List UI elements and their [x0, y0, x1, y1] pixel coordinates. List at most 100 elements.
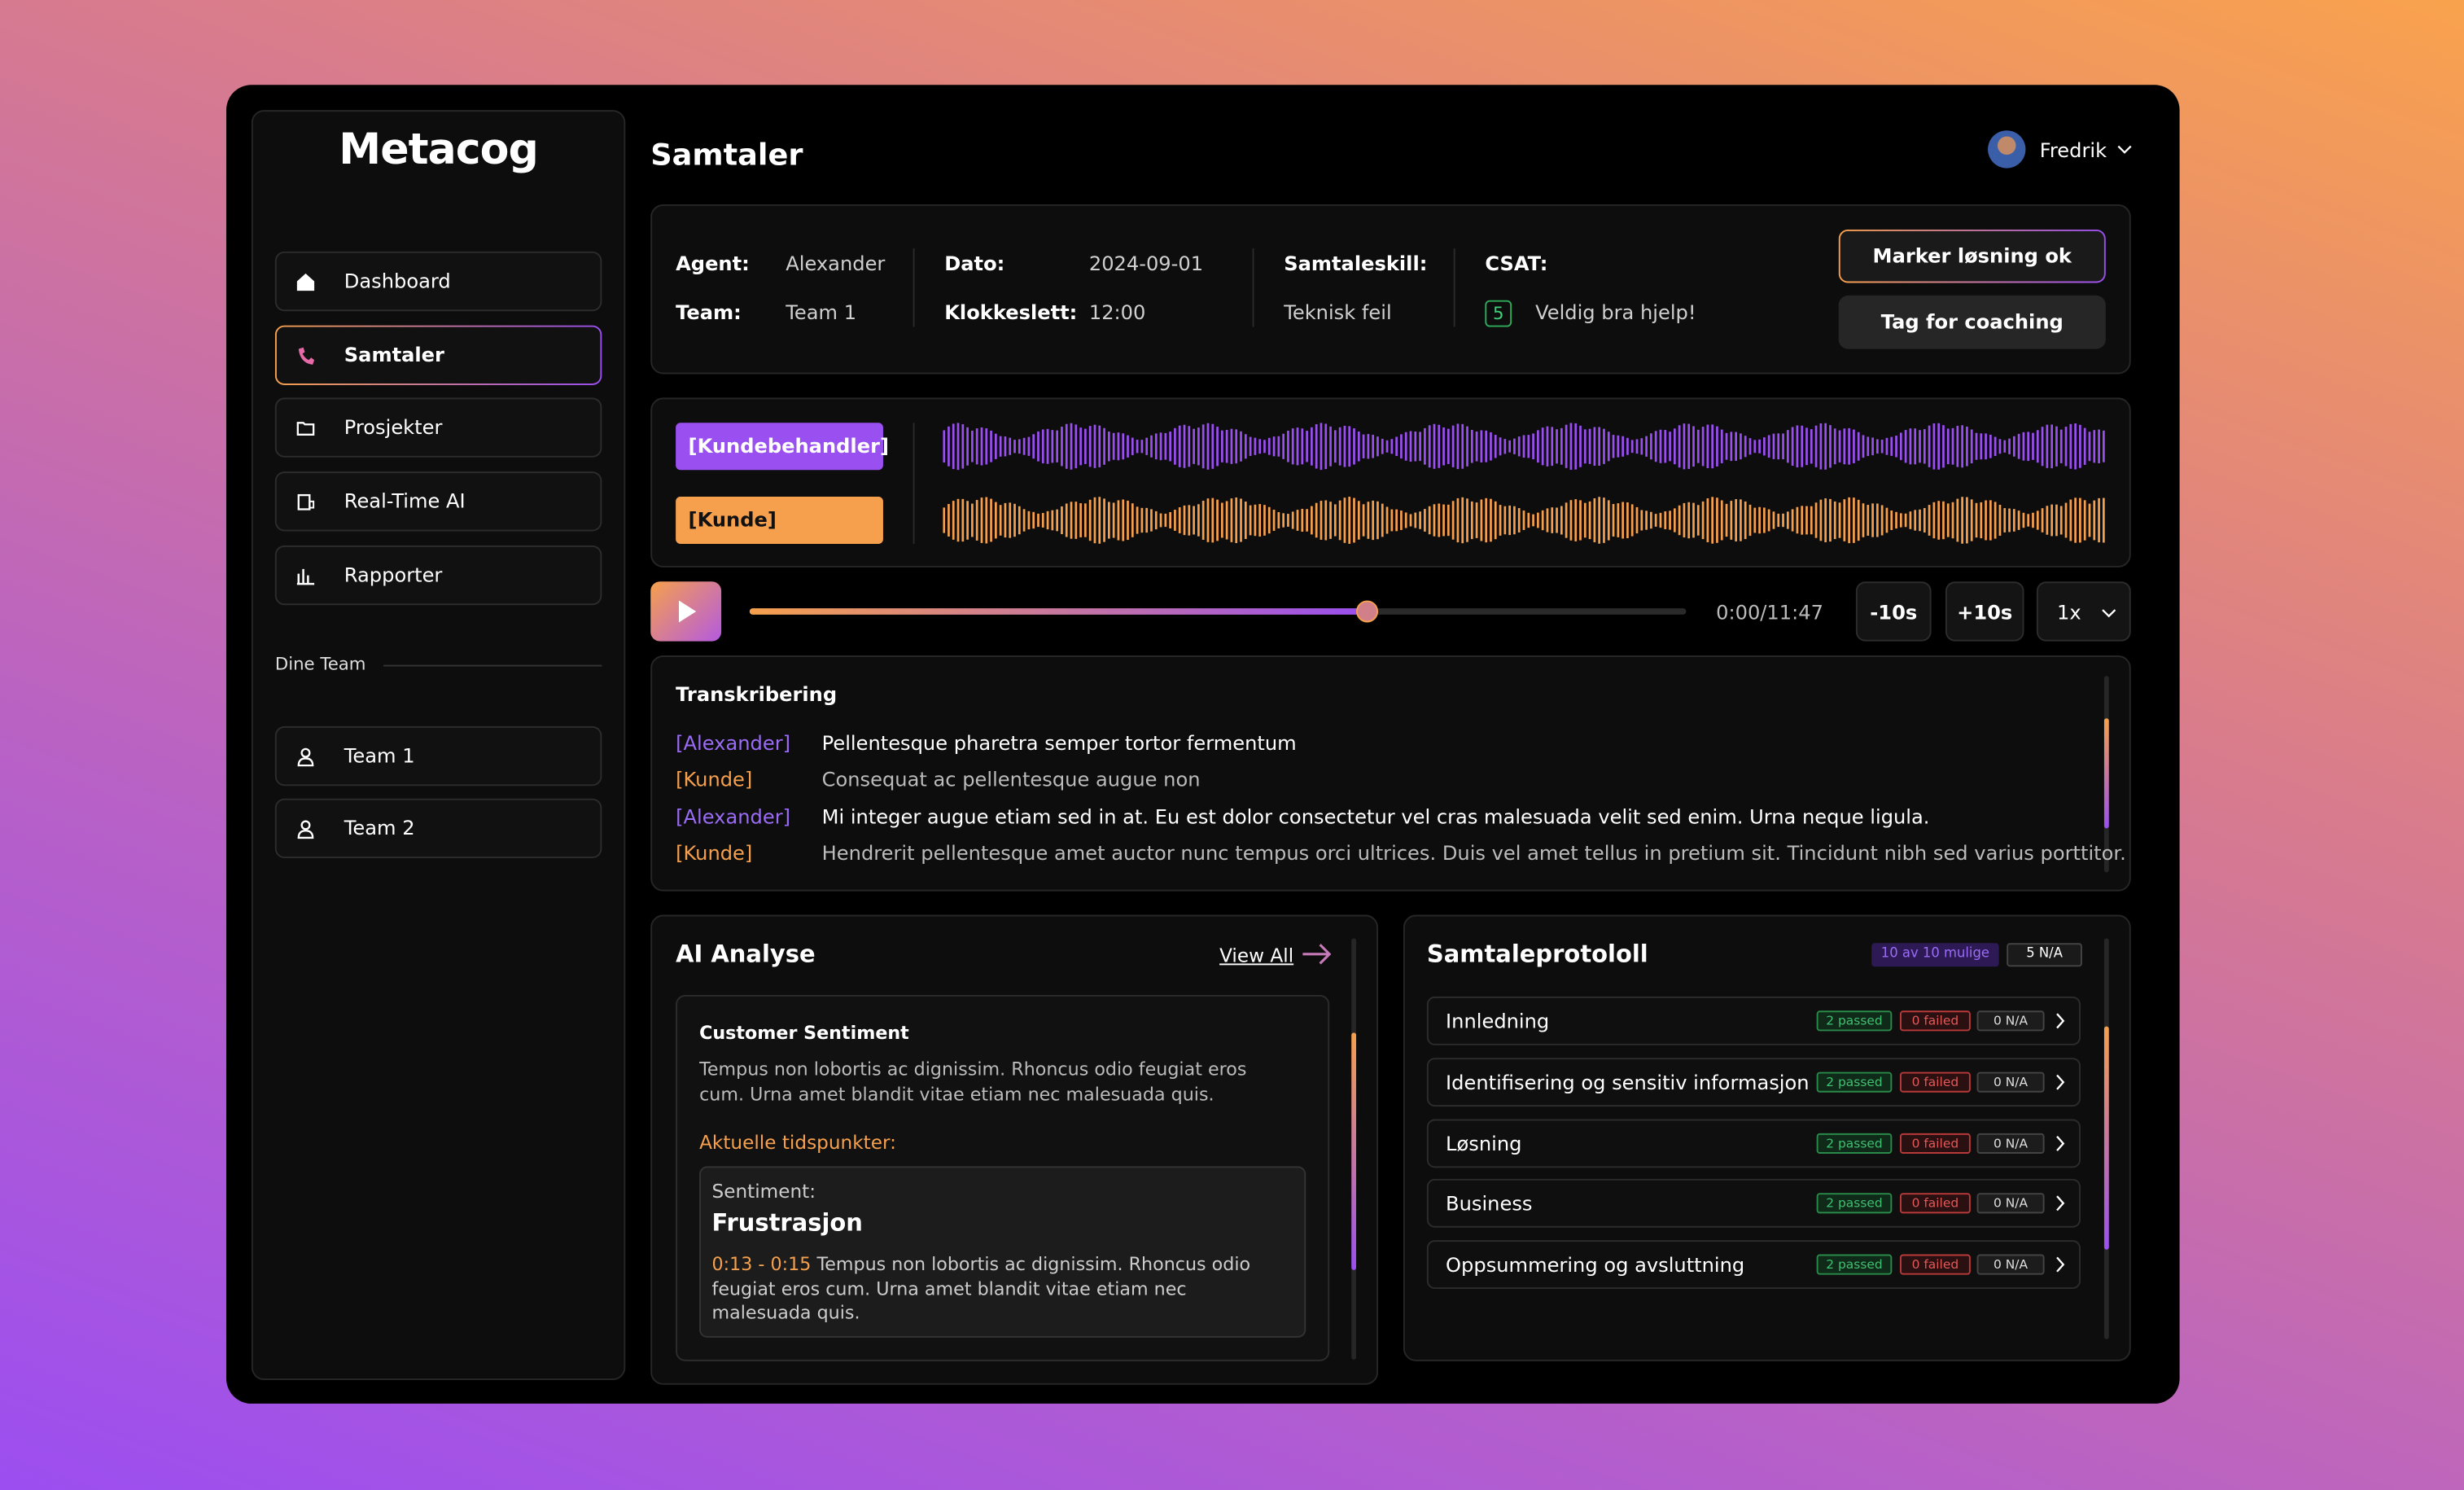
- play-button[interactable]: [650, 581, 722, 642]
- protocol-row[interactable]: [1426, 996, 2081, 1045]
- wave-bar: [1428, 425, 1431, 468]
- button[interactable]: Marker løsning ok: [1839, 230, 2106, 283]
- button[interactable]: Tag for coaching: [1838, 295, 2106, 349]
- wave-bar: [1150, 509, 1153, 532]
- wave-bar: [1635, 506, 1639, 534]
- wave-bar: [1556, 507, 1558, 533]
- wave-bar: [1630, 504, 1634, 537]
- wave-bar: [2027, 514, 2030, 527]
- value: Teknisk feil: [1284, 300, 1392, 324]
- nav-item[interactable]: Real-Time AI: [274, 471, 602, 532]
- wave-bar: [1890, 510, 1893, 530]
- wave-bar: [1056, 509, 1058, 532]
- nav-item[interactable]: Samtaler: [275, 326, 602, 385]
- waveform: [943, 423, 2105, 471]
- wave-bar: [961, 424, 965, 469]
- divider: [1252, 248, 1254, 327]
- wave-bar: [1970, 429, 1973, 464]
- link[interactable]: View All: [1219, 944, 1294, 967]
- wave-bar: [1932, 423, 1936, 470]
- wave-bar: [1188, 426, 1191, 467]
- protocol-row[interactable]: [1426, 1178, 2081, 1228]
- team-item[interactable]: Team 2: [274, 798, 602, 859]
- protocol-row[interactable]: [1426, 1058, 2081, 1107]
- wave-bar: [1956, 498, 1959, 542]
- wave-bar: [995, 502, 997, 539]
- avatar[interactable]: [1988, 130, 2026, 169]
- value: 12:00: [1088, 300, 1146, 324]
- wave-bar: [1296, 427, 1299, 466]
- speed-select[interactable]: 1x: [2036, 581, 2131, 642]
- wave-bar: [1004, 436, 1007, 457]
- wave-bar: [1546, 508, 1549, 532]
- wave-bar: [1810, 506, 1813, 535]
- wave-bar: [1174, 510, 1176, 531]
- nav-label: Real-Time AI: [344, 489, 466, 513]
- wave-bar: [1287, 514, 1289, 527]
- wave-bar: [1272, 436, 1276, 457]
- wave-bar: [1853, 429, 1855, 463]
- wave-bar: [1786, 430, 1789, 463]
- badge-failed: 0 failed: [1899, 1010, 1971, 1032]
- scroll-thumb[interactable]: [2103, 1026, 2109, 1250]
- wave-bar: [1678, 505, 1681, 536]
- nav-item[interactable]: Prosjekter: [274, 397, 602, 458]
- scroll-thumb[interactable]: [2103, 718, 2109, 829]
- wave-bar: [1046, 428, 1049, 464]
- label: Team:: [676, 300, 742, 324]
- user-name[interactable]: Fredrik: [2039, 138, 2107, 162]
- wave-bar: [1664, 430, 1667, 463]
- wave-bar: [1786, 511, 1789, 529]
- team-label: Team 2: [344, 815, 415, 839]
- wave-bar: [1867, 505, 1870, 536]
- wave-bar: [1527, 435, 1530, 458]
- wave-bar: [952, 423, 955, 470]
- wave-bar: [1404, 512, 1407, 528]
- wave-bar: [1843, 499, 1846, 541]
- wave-bar: [1490, 498, 1492, 542]
- nav-item[interactable]: Rapporter: [274, 545, 602, 606]
- protocol-row[interactable]: [1426, 1119, 2081, 1168]
- wave-bar: [1735, 432, 1737, 461]
- wave-bar: [1315, 502, 1318, 538]
- wave-bar: [1174, 427, 1176, 465]
- wave-bar: [1956, 425, 1959, 467]
- wave-bar: [1169, 432, 1171, 462]
- protocol-row[interactable]: [1426, 1240, 2081, 1290]
- utterance: Pellentesque pharetra semper tortor ferm…: [821, 730, 1297, 755]
- wave-bar: [971, 430, 974, 462]
- wave-bar: [1706, 498, 1709, 542]
- wave-bar: [1395, 436, 1398, 457]
- card-title: Customer Sentiment: [699, 1021, 909, 1044]
- wave-bar: [1772, 511, 1775, 529]
- wave-bar: [1696, 429, 1700, 463]
- nav-item[interactable]: Dashboard: [274, 251, 602, 312]
- wave-bar: [1376, 436, 1379, 457]
- wave-bar: [2093, 500, 2096, 541]
- wave-bar: [1508, 440, 1511, 453]
- wave-bar: [1362, 504, 1365, 537]
- wave-bar: [1324, 423, 1328, 470]
- scroll-thumb[interactable]: [1351, 1032, 1357, 1270]
- team-item[interactable]: Team 1: [274, 725, 602, 787]
- label: Agent:: [676, 251, 750, 275]
- wave-bar: [1880, 440, 1884, 454]
- wave-bar: [1108, 502, 1110, 539]
- wave-bar: [1687, 423, 1691, 469]
- wave-bar: [1777, 433, 1780, 460]
- wave-bar: [1598, 427, 1601, 467]
- skip-button[interactable]: +10s: [1945, 581, 2024, 642]
- wave-bar: [1032, 434, 1035, 459]
- wave-bar: [2036, 430, 2039, 463]
- wave-bar: [1009, 437, 1012, 455]
- wave-bar: [1466, 426, 1468, 467]
- skip-button[interactable]: -10s: [1855, 581, 1932, 642]
- progress-thumb[interactable]: [1356, 600, 1379, 623]
- wave-bar: [1659, 429, 1662, 463]
- wave-bar: [1348, 426, 1351, 467]
- wave-bar: [1909, 428, 1912, 465]
- csat-score: 5: [1485, 300, 1512, 327]
- wave-bar: [1480, 430, 1483, 463]
- wave-bar: [1258, 504, 1262, 537]
